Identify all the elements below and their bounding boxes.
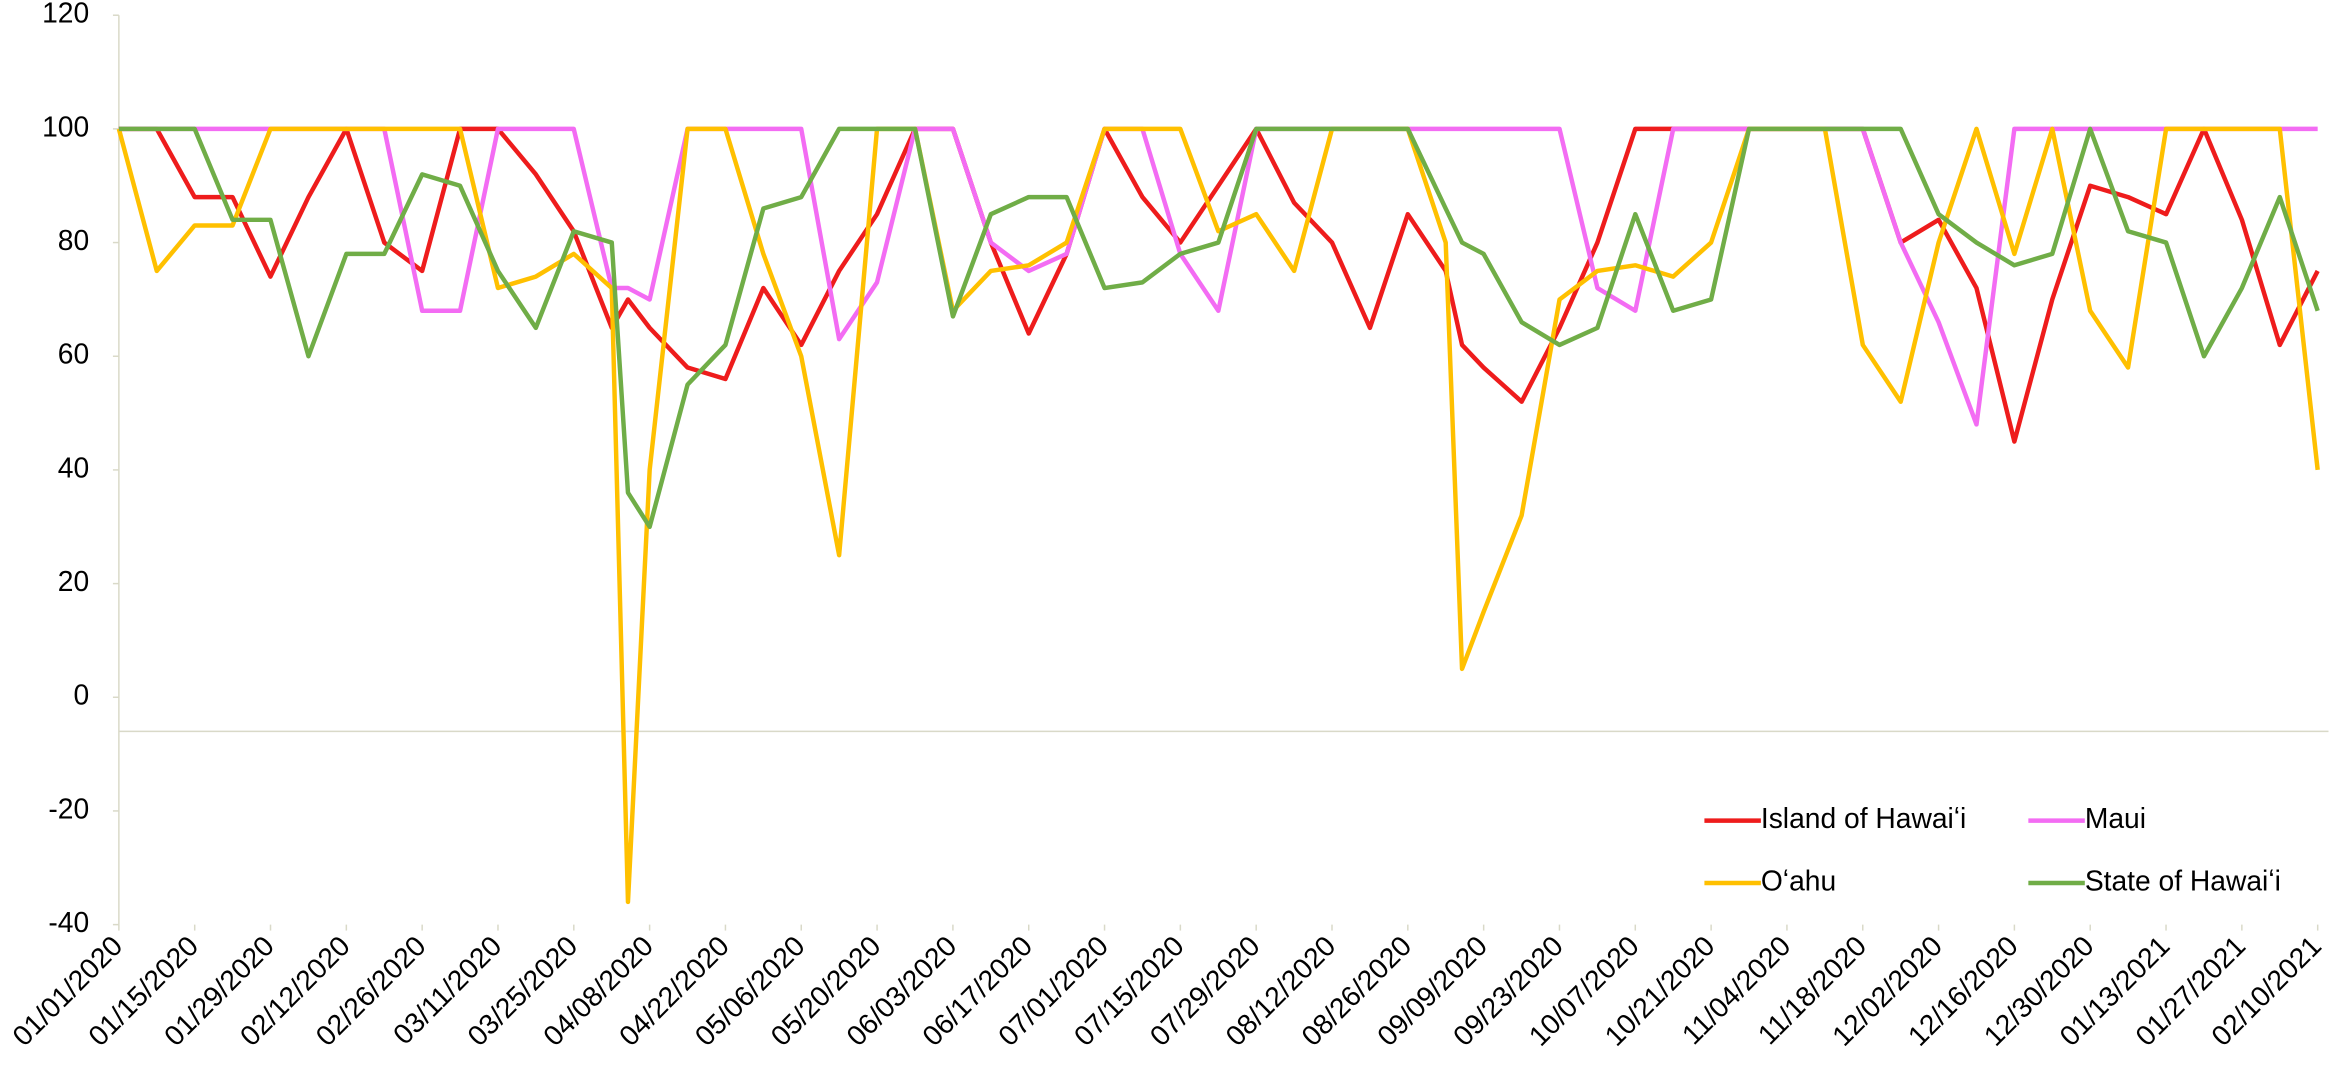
- legend-label: Island of Hawaiʻi: [1761, 802, 1966, 834]
- y-tick-label: -20: [48, 792, 89, 824]
- series-line: [118, 126, 2320, 530]
- series-line: [118, 126, 2318, 427]
- series-line: [116, 126, 2320, 905]
- legend-label: State of Hawaiʻi: [2085, 864, 2281, 896]
- y-tick-label: 40: [58, 451, 89, 483]
- y-tick-label: 0: [73, 679, 89, 711]
- series-line: [118, 126, 2320, 444]
- legend-label: Oʻahu: [1761, 864, 1836, 896]
- y-tick-label: 100: [42, 110, 89, 142]
- y-tick-label: 60: [58, 338, 89, 370]
- y-tick-label: 20: [58, 565, 89, 597]
- y-tick-label: -40: [48, 906, 89, 938]
- legend-label: Maui: [2085, 802, 2146, 834]
- y-tick-label: 120: [42, 0, 89, 29]
- y-tick-label: 80: [58, 224, 89, 256]
